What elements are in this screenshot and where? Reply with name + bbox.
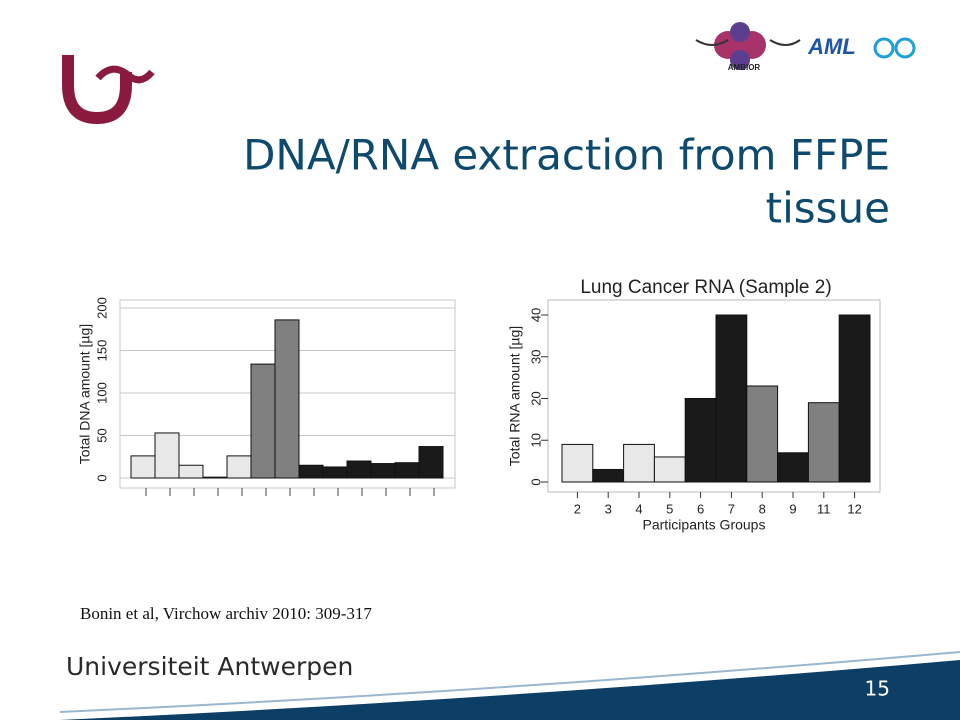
- bar: [838, 314, 871, 483]
- y-tick-label: 100: [94, 382, 109, 404]
- bar: [561, 443, 594, 483]
- bar: [226, 455, 252, 479]
- y-tick-label: 10: [528, 433, 543, 447]
- logo-text: AMBIOR: [728, 63, 761, 72]
- slide-title: DNA/RNA extraction from FFPE: [243, 131, 890, 180]
- bar: [807, 402, 840, 483]
- x-tick-label: 2: [574, 501, 581, 516]
- x-axis-label: Participants Groups: [643, 517, 766, 533]
- footer-band: [60, 660, 960, 720]
- citation: Bonin et al, Virchow archiv 2010: 309-31…: [80, 604, 372, 623]
- x-tick-label: 7: [728, 501, 735, 516]
- bar: [322, 466, 348, 479]
- bar: [202, 476, 228, 479]
- bar: [684, 398, 717, 483]
- bar: [418, 446, 444, 479]
- x-tick-label: 3: [605, 501, 612, 516]
- y-tick-label: 40: [528, 308, 543, 322]
- bar: [298, 464, 324, 479]
- y-tick-label: 0: [94, 474, 109, 481]
- bar: [592, 468, 625, 483]
- y-axis-label: Total RNA amount [µg]: [507, 326, 523, 466]
- y-tick-label: 200: [94, 297, 109, 319]
- footer-text: Universiteit Antwerpen: [66, 652, 353, 681]
- bar: [130, 455, 156, 479]
- plot-frame: [547, 299, 881, 493]
- university-logo: [62, 55, 155, 125]
- y-tick-label: 20: [528, 391, 543, 405]
- x-tick-label: 5: [666, 501, 673, 516]
- bar: [370, 463, 396, 479]
- page-number: 15: [865, 677, 890, 701]
- x-tick-label: 8: [759, 501, 766, 516]
- x-tick-label: 9: [789, 501, 796, 516]
- bar: [394, 462, 420, 479]
- x-tick-label: 11: [817, 501, 831, 516]
- bar: [653, 456, 686, 483]
- x-tick-label: 12: [847, 501, 861, 516]
- bar: [623, 443, 655, 483]
- plot-frame: [119, 299, 456, 489]
- footer-line: [59, 651, 960, 713]
- bar: [715, 314, 748, 483]
- bar: [346, 460, 372, 479]
- partner-logos: AMBIOR AML: [695, 22, 916, 72]
- bar: [777, 452, 809, 483]
- y-tick-label: 150: [94, 340, 109, 362]
- bar: [154, 432, 180, 479]
- bar: [274, 319, 300, 479]
- x-tick-label: 6: [697, 501, 704, 516]
- y-tick-label: 0: [528, 478, 543, 485]
- x-tick-label: 4: [635, 501, 642, 516]
- bar: [250, 363, 276, 479]
- logo-text: AML: [807, 34, 856, 59]
- bar: [178, 464, 204, 479]
- bar: [746, 385, 779, 483]
- slide-title: tissue: [766, 184, 890, 233]
- y-tick-label: 30: [528, 350, 543, 364]
- chart-title: Lung Cancer RNA (Sample 2): [580, 277, 831, 298]
- y-tick-label: 50: [94, 428, 109, 442]
- y-axis-label: Total DNA amount [µg]: [77, 324, 93, 464]
